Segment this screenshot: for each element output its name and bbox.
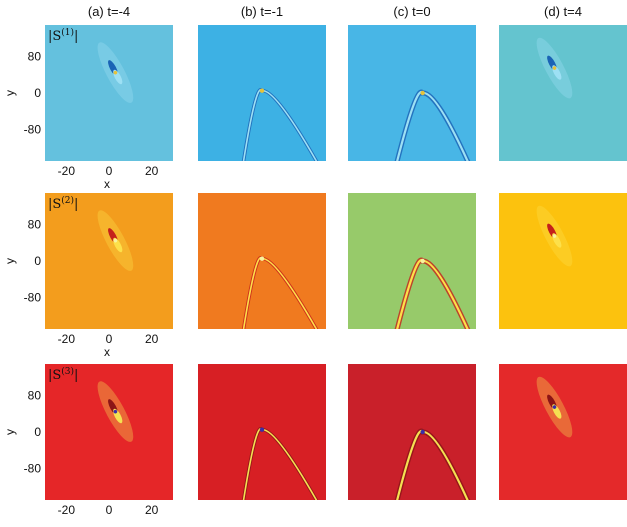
component-label: |S(1)|: [48, 27, 78, 44]
panel-background: [499, 25, 627, 161]
x-axis-label: x: [104, 177, 110, 191]
panel-background: [198, 364, 326, 500]
panel-background: [45, 193, 173, 329]
y-tick-label: 0: [34, 425, 41, 439]
y-axis-label: y: [3, 258, 17, 264]
lump-soliton: [97, 210, 134, 271]
heatmap-panel: [499, 193, 627, 329]
heatmap-panels: |S(1)| |S(2)| |S(3)|: [45, 25, 627, 500]
y-axis-label: y: [3, 90, 17, 96]
heatmap-panel: [348, 193, 476, 329]
axes-labels: 80 0 -80 y -20 0 20 x 80 0 -80 y -20 0 20 x 80 0 -80 y -20 0 2…: [3, 50, 159, 517]
parabolic-wave: [394, 257, 471, 329]
x-tick-label: -20: [58, 503, 76, 517]
y-tick-label: 80: [28, 389, 42, 403]
lump-soliton: [97, 381, 134, 442]
panel-background: [198, 193, 326, 329]
heatmap-panel: [499, 364, 627, 500]
parabolic-wave: [241, 87, 319, 161]
lump-soliton: [536, 37, 573, 99]
panel-background: [45, 364, 173, 500]
panel-background: [198, 25, 326, 161]
y-tick-label: -80: [24, 122, 42, 136]
x-tick-label: 0: [106, 332, 113, 346]
component-label: |S(2)|: [48, 195, 78, 212]
heatmap-panel: |S(2)|: [45, 193, 173, 329]
parabolic-wave: [394, 428, 471, 500]
x-tick-label: 0: [106, 164, 113, 178]
y-tick-label: 0: [34, 254, 41, 268]
y-tick-label: -80: [24, 461, 42, 475]
lump-soliton: [97, 42, 134, 103]
heatmap-panel: |S(3)|: [45, 364, 173, 500]
heatmap-panel: |S(1)|: [45, 25, 173, 161]
x-axis-label: x: [104, 345, 110, 359]
heatmap-panel: [198, 364, 326, 500]
parabolic-wave: [394, 89, 471, 161]
x-tick-label: 20: [145, 164, 159, 178]
heatmap-panel: [198, 25, 326, 161]
x-tick-label: 0: [106, 503, 113, 517]
heatmap-panel: [348, 364, 476, 500]
y-tick-label: 80: [28, 218, 42, 232]
lump-soliton: [536, 205, 573, 267]
lump-soliton: [536, 376, 573, 438]
column-title: (c) t=0: [393, 4, 430, 19]
panel-background: [45, 25, 173, 161]
column-title: (b) t=-1: [241, 4, 283, 19]
y-tick-label: -80: [24, 290, 42, 304]
x-tick-label: 20: [145, 503, 159, 517]
parabolic-wave: [241, 255, 319, 329]
y-axis-label: y: [3, 429, 17, 435]
column-title: (d) t=4: [544, 4, 582, 19]
component-label: |S(3)|: [48, 366, 78, 383]
heatmap-panel: [348, 25, 476, 161]
x-tick-label: -20: [58, 332, 76, 346]
x-tick-label: 20: [145, 332, 159, 346]
parabolic-wave: [241, 426, 319, 500]
y-tick-label: 0: [34, 86, 41, 100]
column-title: (a) t=-4: [88, 4, 130, 19]
y-tick-label: 80: [28, 50, 42, 64]
panel-background: [499, 193, 627, 329]
panel-background: [499, 364, 627, 500]
heatmap-panel: [198, 193, 326, 329]
x-tick-label: -20: [58, 164, 76, 178]
column-titles: (a) t=-4 (b) t=-1 (c) t=0 (d) t=4: [88, 4, 582, 19]
heatmap-panel: [499, 25, 627, 161]
